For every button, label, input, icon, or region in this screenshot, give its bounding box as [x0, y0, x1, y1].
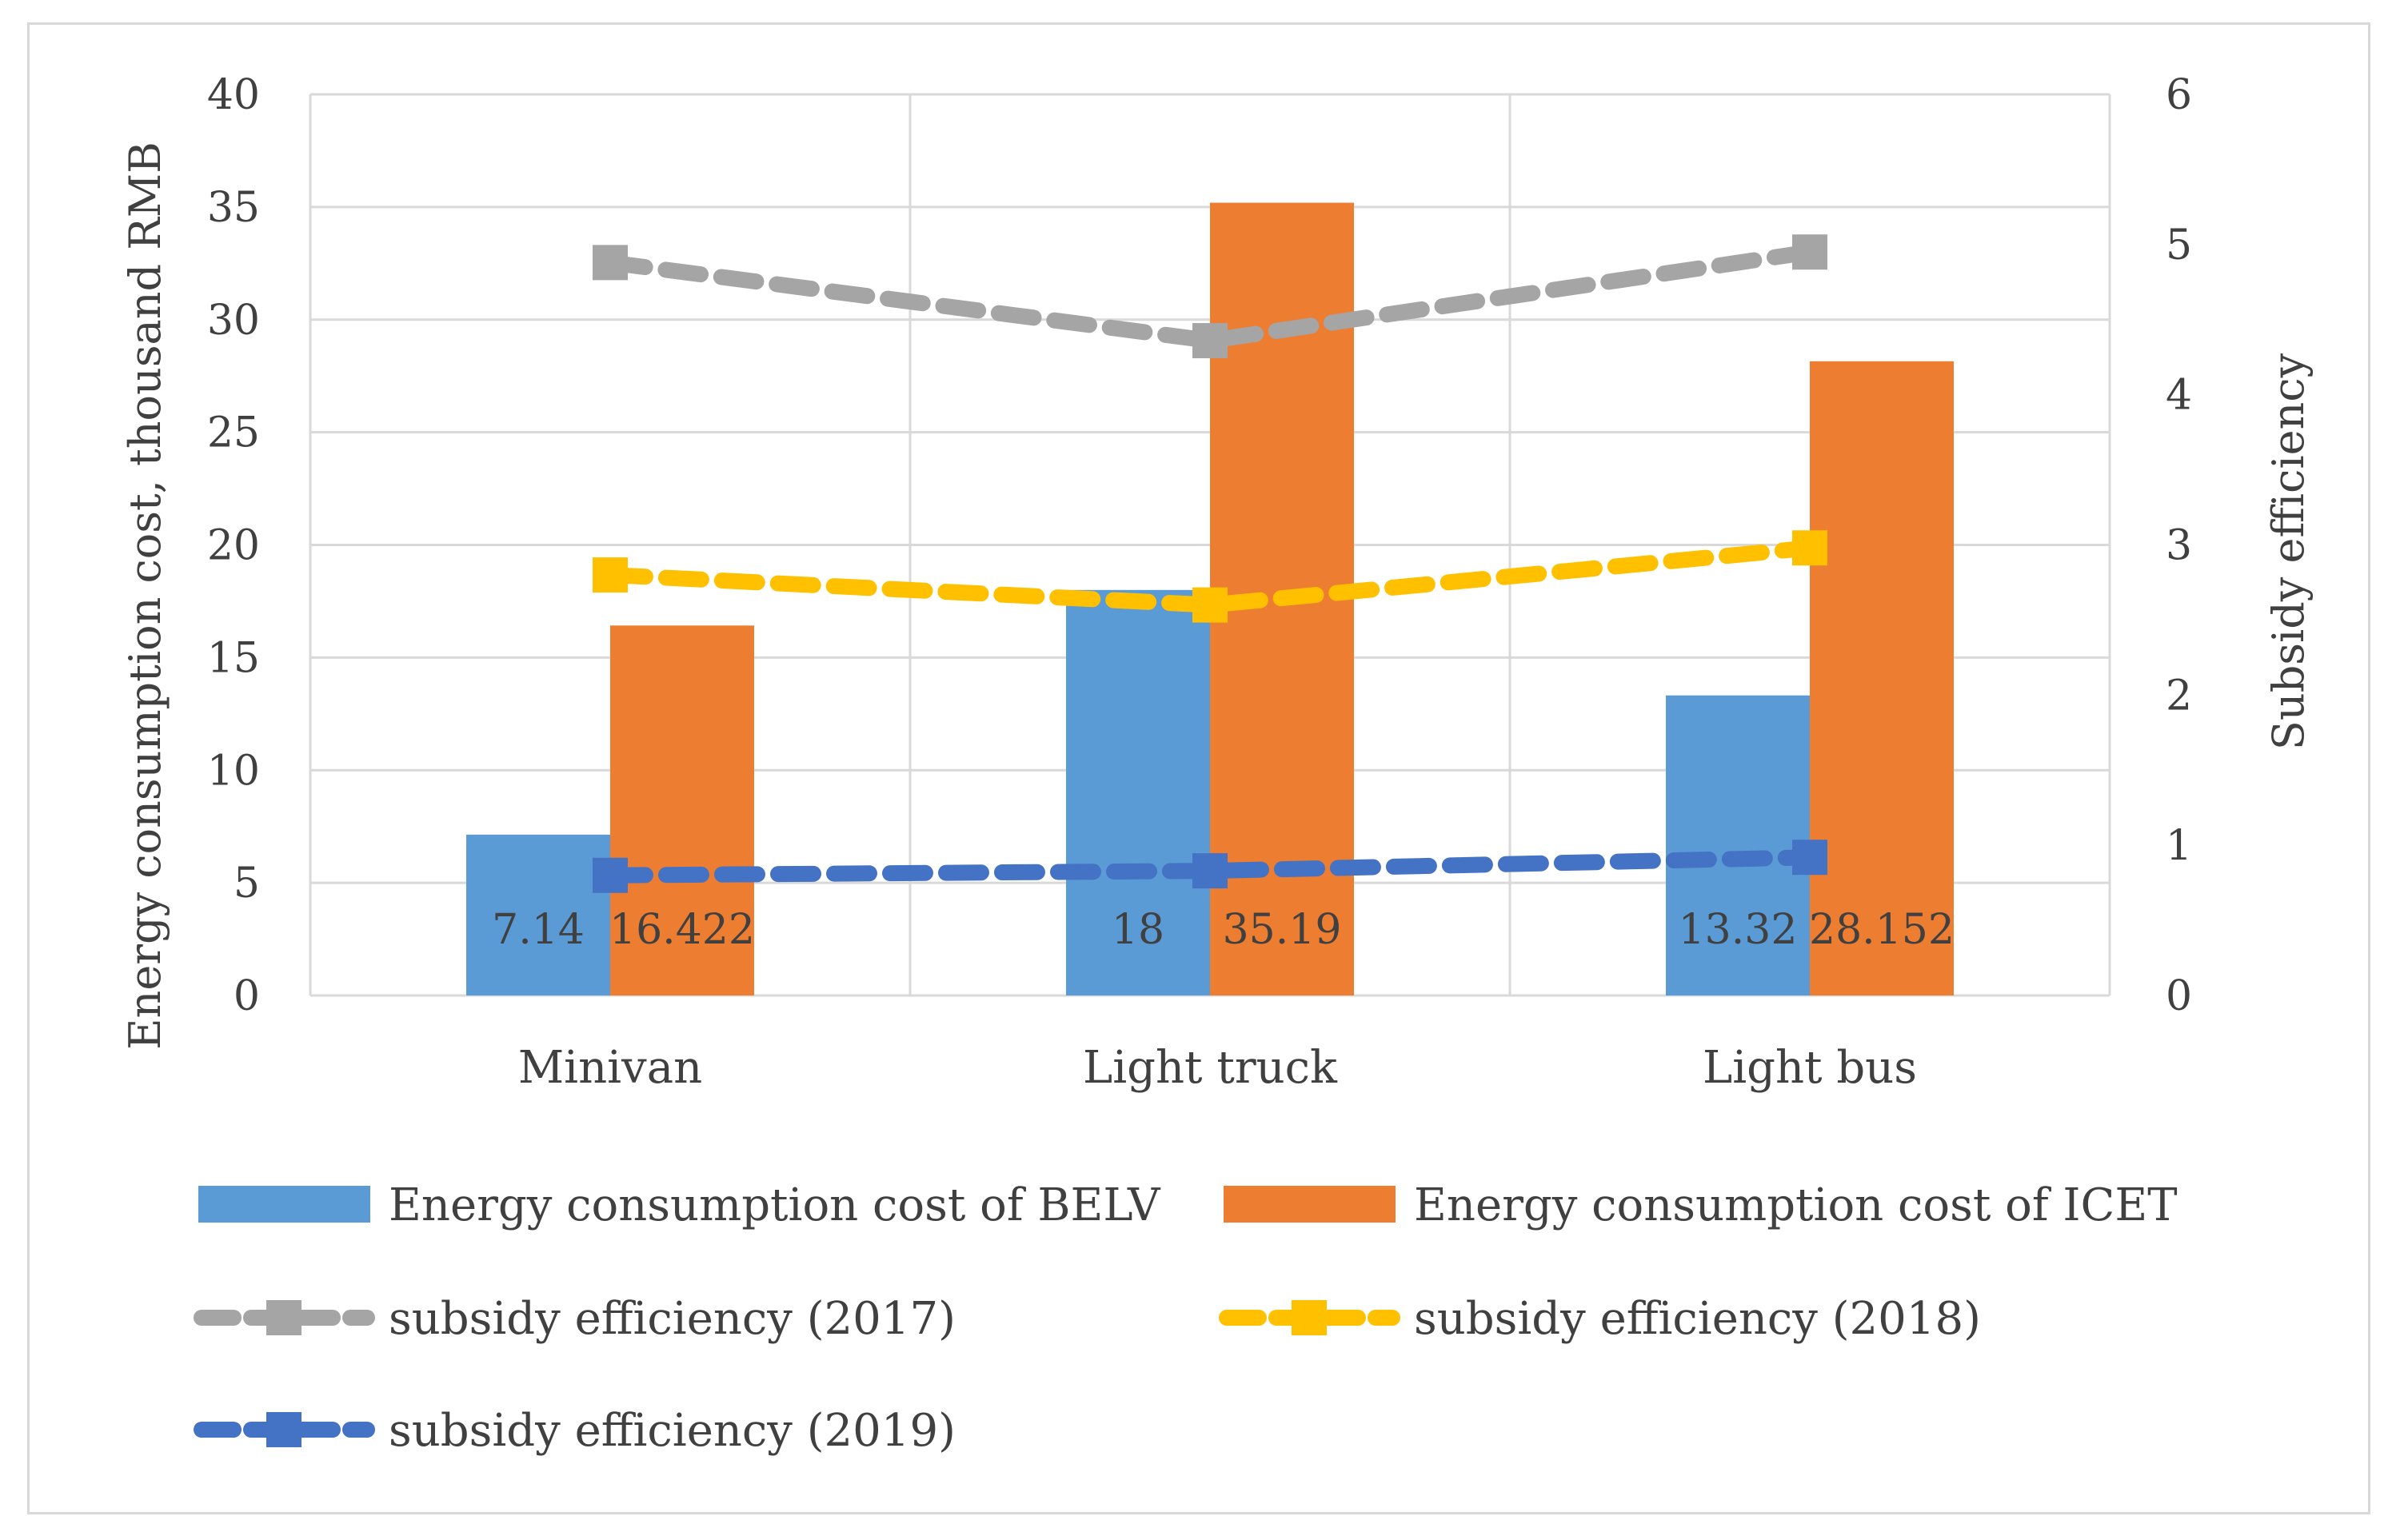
legend-line-marker [266, 1412, 301, 1447]
data-label: 18 [1112, 906, 1164, 954]
bar-belv [466, 834, 610, 995]
y-left-tick-label: 35 [207, 184, 260, 232]
y-right-tick-label: 5 [2166, 221, 2192, 269]
legend-label-2017: subsidy efficiency (2017) [389, 1293, 956, 1345]
legend-line-2019 [194, 1412, 375, 1447]
left-axis-ticks: 0 5 10 15 20 25 30 35 40 [207, 71, 260, 1020]
y-right-tick-label: 1 [2166, 822, 2192, 870]
legend-line-2018 [1219, 1300, 1400, 1335]
lines [593, 234, 1827, 893]
data-label: 28.152 [1809, 906, 1955, 954]
legend-label-belv: Energy consumption cost of BELV [389, 1179, 1161, 1231]
y-right-tick-label: 2 [2166, 672, 2192, 720]
series-line [602, 244, 1818, 349]
y-left-tick-label: 40 [207, 71, 260, 119]
y-left-tick-label: 15 [207, 634, 260, 682]
y-left-tick-label: 20 [207, 522, 260, 570]
bar-belv [1666, 695, 1810, 995]
bar-icet [1810, 361, 1954, 996]
bar-icet [610, 625, 754, 995]
series-marker [1792, 840, 1827, 876]
data-label: 7.14 [492, 906, 585, 954]
data-label: 13.32 [1679, 906, 1798, 954]
legend-line-2017 [194, 1300, 375, 1335]
series-marker [593, 245, 628, 281]
right-axis-ticks: 0 1 2 3 4 5 6 [2166, 71, 2192, 1020]
legend-label-2018: subsidy efficiency (2018) [1414, 1293, 1981, 1345]
y-left-tick-label: 30 [207, 297, 260, 345]
data-labels: 7.14 16.422 18 35.19 13.32 28.152 [492, 906, 1955, 954]
series-marker [1192, 323, 1228, 359]
x-category-label: Light truck [1083, 1042, 1338, 1094]
bars [466, 202, 1954, 996]
category-labels: Minivan Light truck Light bus [518, 1042, 1917, 1094]
y-right-tick-label: 4 [2166, 372, 2192, 420]
series-marker [1792, 530, 1827, 566]
series-marker [1192, 853, 1228, 889]
data-label: 35.19 [1223, 906, 1342, 954]
y-right-tick-label: 3 [2166, 522, 2192, 570]
x-category-label: Light bus [1703, 1042, 1917, 1094]
y-left-tick-label: 10 [207, 747, 260, 795]
y-axis-right-title: Subsidy efficiency [2263, 353, 2314, 750]
series-marker [593, 857, 628, 893]
x-category-label: Minivan [518, 1042, 702, 1094]
y-right-tick-label: 0 [2166, 972, 2192, 1020]
legend-swatch-icet [1224, 1186, 1396, 1223]
series-marker [593, 557, 628, 593]
y-right-tick-label: 6 [2166, 71, 2192, 119]
legend: Energy consumption cost of BELV Energy c… [194, 1179, 2178, 1457]
series-marker [1192, 587, 1228, 623]
data-label: 16.422 [609, 906, 755, 954]
legend-swatch-belv [198, 1186, 370, 1223]
legend-line-marker [266, 1300, 301, 1335]
y-left-tick-label: 0 [234, 972, 260, 1020]
legend-label-icet: Energy consumption cost of ICET [1414, 1179, 2178, 1231]
y-left-tick-label: 5 [234, 860, 260, 908]
legend-label-2019: subsidy efficiency (2019) [389, 1405, 956, 1457]
y-axis-left-title: Energy consumption cost, thousand RMB [120, 142, 170, 1050]
series-marker [1792, 234, 1827, 270]
legend-line-marker [1292, 1300, 1327, 1335]
bar-belv [1066, 589, 1210, 995]
y-left-tick-label: 25 [207, 409, 260, 457]
